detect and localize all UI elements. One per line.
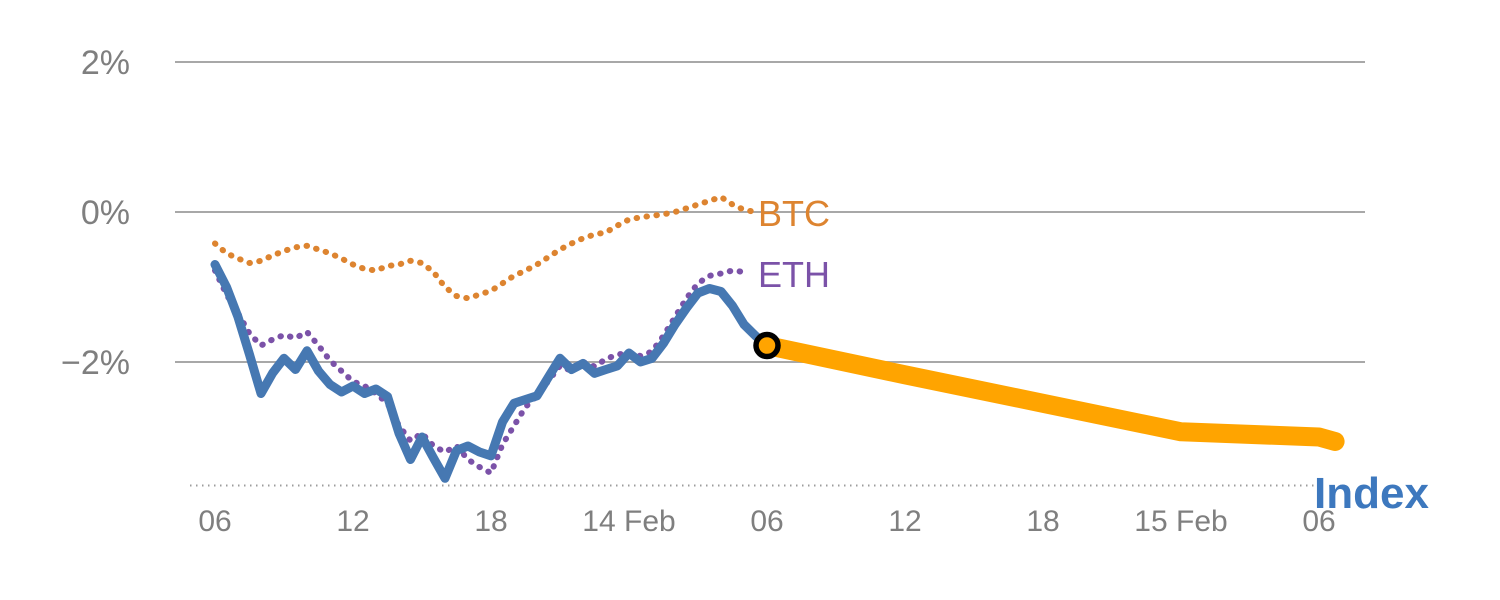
y-tick-label: 2%	[81, 44, 130, 82]
series-index-forecast-line	[757, 336, 1345, 451]
x-tick-label: 14 Feb	[582, 505, 675, 538]
series-label-index: Index	[1314, 469, 1429, 518]
x-tick-label: 06	[750, 505, 783, 538]
series-btc-line	[212, 194, 759, 302]
x-tick-label: 18	[474, 505, 507, 538]
x-tick-label: 12	[888, 505, 921, 538]
series-label-eth: ETH	[758, 254, 830, 295]
series-label-btc: BTC	[758, 193, 830, 234]
series-index-line	[210, 260, 772, 483]
chart-generated-layer: 2% 0% −2% 06 12 18 14 Feb 06 12 18 15 Feb 06	[61, 44, 1365, 538]
forecast-start-marker	[753, 331, 781, 360]
y-tick-label: 0%	[81, 194, 130, 232]
x-tick-label: 12	[336, 505, 369, 538]
x-tick-label: 06	[198, 505, 231, 538]
x-tick-label: 15 Feb	[1134, 505, 1227, 538]
x-tick-label: 18	[1026, 505, 1059, 538]
x-tick-label: 06	[1302, 505, 1335, 538]
y-tick-label: −2%	[61, 344, 130, 382]
